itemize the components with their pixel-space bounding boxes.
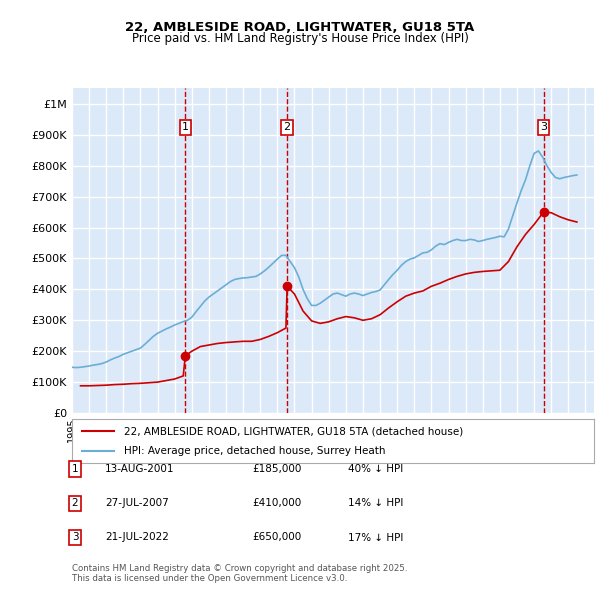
Text: 27-JUL-2007: 27-JUL-2007 bbox=[105, 499, 169, 508]
Text: £185,000: £185,000 bbox=[252, 464, 301, 474]
Text: 21-JUL-2022: 21-JUL-2022 bbox=[105, 533, 169, 542]
Text: 1: 1 bbox=[182, 123, 189, 132]
Text: HPI: Average price, detached house, Surrey Heath: HPI: Average price, detached house, Surr… bbox=[124, 446, 386, 455]
Text: 17% ↓ HPI: 17% ↓ HPI bbox=[348, 533, 403, 542]
Text: £410,000: £410,000 bbox=[252, 499, 301, 508]
Text: 3: 3 bbox=[540, 123, 547, 132]
Text: 22, AMBLESIDE ROAD, LIGHTWATER, GU18 5TA: 22, AMBLESIDE ROAD, LIGHTWATER, GU18 5TA bbox=[125, 21, 475, 34]
Text: 22, AMBLESIDE ROAD, LIGHTWATER, GU18 5TA (detached house): 22, AMBLESIDE ROAD, LIGHTWATER, GU18 5TA… bbox=[124, 427, 463, 436]
Text: 40% ↓ HPI: 40% ↓ HPI bbox=[348, 464, 403, 474]
Text: £650,000: £650,000 bbox=[252, 533, 301, 542]
Text: 2: 2 bbox=[284, 123, 290, 132]
Text: 14% ↓ HPI: 14% ↓ HPI bbox=[348, 499, 403, 508]
Text: 2: 2 bbox=[71, 499, 79, 508]
Text: 3: 3 bbox=[71, 533, 79, 542]
Text: Price paid vs. HM Land Registry's House Price Index (HPI): Price paid vs. HM Land Registry's House … bbox=[131, 32, 469, 45]
Text: Contains HM Land Registry data © Crown copyright and database right 2025.
This d: Contains HM Land Registry data © Crown c… bbox=[72, 563, 407, 583]
Text: 13-AUG-2001: 13-AUG-2001 bbox=[105, 464, 175, 474]
Text: 1: 1 bbox=[71, 464, 79, 474]
